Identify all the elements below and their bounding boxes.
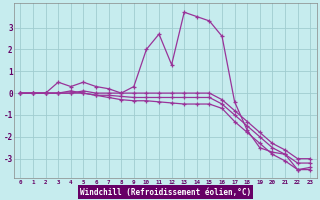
X-axis label: Windchill (Refroidissement éolien,°C): Windchill (Refroidissement éolien,°C)	[80, 188, 251, 197]
